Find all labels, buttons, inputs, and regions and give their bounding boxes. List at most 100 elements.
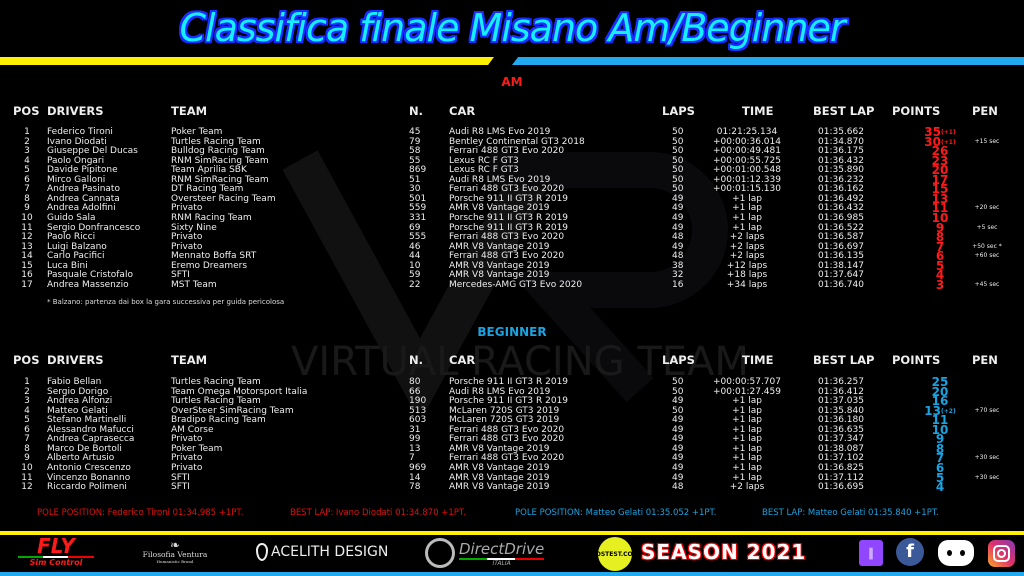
acelith-design-logo: ACELITH DESIGN xyxy=(256,543,388,561)
cell-pos: 6 xyxy=(24,174,30,185)
cell-points: 7 xyxy=(915,241,965,253)
table-row: 4 Matteo Gelati OverSteer SimRacing Team 51… xyxy=(0,405,1024,417)
cell-car: Porsche 911 II GT3 R 2019 xyxy=(449,193,569,204)
points-bonus: (+1) xyxy=(941,138,956,146)
cell-pos: 4 xyxy=(24,155,30,166)
cell-pos: 5 xyxy=(24,415,30,426)
cell-pos: 9 xyxy=(24,203,30,214)
cell-team: Team Aprilia SBK xyxy=(171,165,247,176)
cell-time: +1 lap xyxy=(732,472,762,483)
season-2021-label: SEASON 2021 xyxy=(641,540,807,564)
header-num: N. xyxy=(409,104,423,118)
header-laps: LAPS xyxy=(662,353,695,367)
cell-driver: Luca Bini xyxy=(47,260,88,271)
header-team: TEAM xyxy=(171,104,208,118)
cell-points: 26 xyxy=(915,145,965,157)
cell-points: 30(+1) xyxy=(915,134,965,149)
filosofia-emblem-icon: ❧ xyxy=(169,538,181,552)
cell-car: Ferrari 488 GT3 Evo 2020 xyxy=(449,232,565,243)
am-footnote: * Balzano: partenza dai box la gara succ… xyxy=(47,298,285,306)
cell-number: 555 xyxy=(409,232,427,243)
cell-time: +1 lap xyxy=(732,415,762,426)
am-pole-position: POLE POSITION: Federico Tironi 01:34.985… xyxy=(37,508,244,518)
page-title: Classifica finale Misano Am/Beginner xyxy=(179,6,846,50)
cell-team: Privato xyxy=(171,203,203,214)
header-pen: PEN xyxy=(972,104,998,118)
points-value: 20 xyxy=(931,384,949,399)
cell-penalty: +30 sec xyxy=(974,454,1000,462)
cell-number: 513 xyxy=(409,405,427,416)
cell-time: +2 laps xyxy=(729,232,765,243)
cell-driver: Sergio Donfrancesco xyxy=(47,222,141,233)
beginner-pole-position: POLE POSITION: Matteo Gelati 01:35.052 +… xyxy=(515,508,717,518)
cell-driver: Paolo Ricci xyxy=(47,232,96,243)
cell-team: Turtles Racing Team xyxy=(171,136,261,147)
cell-points: 25 xyxy=(915,376,965,388)
header-drivers: DRIVERS xyxy=(47,353,104,367)
header-pos: POS xyxy=(13,104,40,118)
cell-pos: 15 xyxy=(21,260,33,271)
twitch-icon[interactable]: ∥ xyxy=(859,540,883,566)
cell-driver: Luigi Balzano xyxy=(47,241,107,252)
table-row: 5 Stefano Martinelli Bradipo Racing Team 60… xyxy=(0,414,1024,426)
cell-number: 31 xyxy=(409,424,421,435)
points-value: 3 xyxy=(935,277,945,292)
cell-driver: Pasquale Cristofalo xyxy=(47,270,133,281)
discord-icon[interactable] xyxy=(938,540,974,566)
footer-blue-line xyxy=(0,572,1024,576)
cell-driver: Carlo Pacifici xyxy=(47,251,105,262)
facebook-icon[interactable]: f xyxy=(896,538,924,566)
cell-laps: 50 xyxy=(672,127,684,137)
cell-pos: 11 xyxy=(21,472,33,483)
cell-car: Audi R8 LMS Evo 2019 xyxy=(449,174,551,185)
header-car: CAR xyxy=(449,104,476,118)
points-value: 7 xyxy=(935,451,945,466)
cell-pos: 12 xyxy=(21,482,33,493)
cell-time: +34 laps xyxy=(726,279,768,290)
cell-laps: 38 xyxy=(672,260,684,271)
cell-car: McLaren 720S GT3 2019 xyxy=(449,405,560,416)
cell-time: +1 lap xyxy=(732,434,762,445)
points-value: 13 xyxy=(931,191,949,206)
cell-team: Privato xyxy=(171,463,203,474)
cell-team: Poker Team xyxy=(171,127,223,137)
cell-best-lap: 01:36.232 xyxy=(818,174,864,185)
cell-driver: Mirco Galloni xyxy=(47,174,106,185)
table-row: 11 Vincenzo Bonanno SFTI 14 AMR V8 Vantage 2… xyxy=(0,472,1024,484)
cell-team: SFTI xyxy=(171,270,190,281)
cell-pos: 12 xyxy=(21,232,33,243)
cell-car: AMR V8 Vantage 2019 xyxy=(449,443,550,454)
instagram-icon[interactable] xyxy=(988,540,1015,567)
cell-penalty: +45 sec xyxy=(974,280,1000,288)
cell-points: 13 xyxy=(915,191,965,206)
points-value: 30 xyxy=(924,134,941,149)
table-row: 12 Paolo Ricci Privato 555 Ferrari 488 GT3 E… xyxy=(0,231,1024,243)
table-row: 8 Andrea Cannata Oversteer Racing Team 501 P… xyxy=(0,191,1024,206)
cell-time: +1 lap xyxy=(732,405,762,416)
cell-pos: 8 xyxy=(24,193,30,204)
cell-best-lap: 01:35.840 xyxy=(818,405,864,416)
cell-best-lap: 01:36.180 xyxy=(818,415,864,426)
filosofia-sub-text: Humanistic Brand xyxy=(156,559,194,564)
cell-laps: 50 xyxy=(672,377,684,387)
cell-driver: Andrea Alfonzi xyxy=(47,396,113,407)
cell-laps: 50 xyxy=(672,146,684,157)
cell-best-lap: 01:35.662 xyxy=(818,127,864,137)
beginner-best-lap: BEST LAP: Matteo Gelati 01:35.840 +1PT. xyxy=(762,508,939,518)
points-value: 35 xyxy=(924,125,941,139)
header-drivers: DRIVERS xyxy=(47,104,104,118)
table-row: 15 Luca Bini Eremo Dreamers 10 AMR V8 Vantag… xyxy=(0,260,1024,272)
cell-number: 331 xyxy=(409,213,427,224)
cell-laps: 49 xyxy=(672,222,684,233)
cell-number: 10 xyxy=(409,260,421,271)
cell-number: 45 xyxy=(409,127,421,137)
cell-car: Ferrari 488 GT3 Evo 2020 xyxy=(449,251,565,262)
table-row: 2 Sergio Dorigo Team Omega Motorsport Ital… xyxy=(0,384,1024,399)
cell-team: Privato xyxy=(171,453,203,464)
cell-pos: 7 xyxy=(24,434,30,445)
cell-laps: 48 xyxy=(672,251,684,262)
cell-points: 5 xyxy=(915,260,965,272)
directdrive-text: DirectDrive xyxy=(459,539,545,558)
cell-best-lap: 01:36.635 xyxy=(818,424,864,435)
cell-points: 3 xyxy=(915,277,965,292)
